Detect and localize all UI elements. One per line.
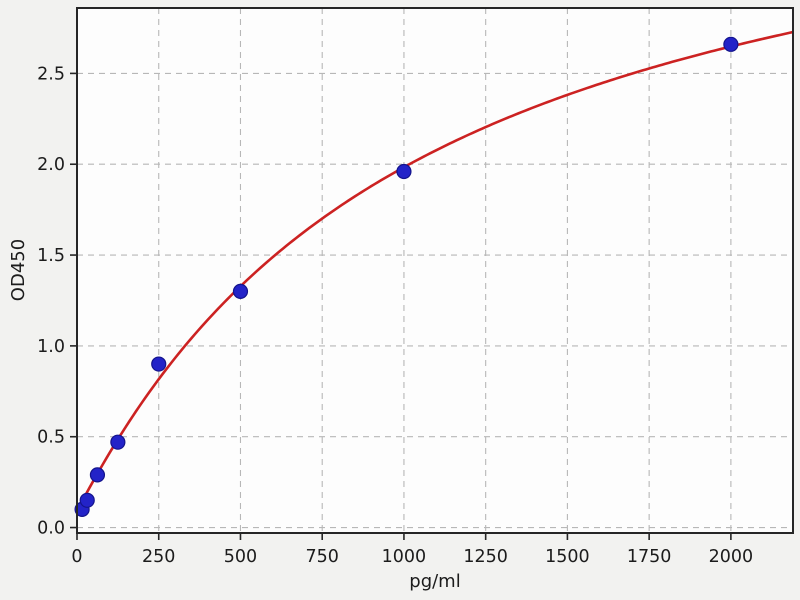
axes-background bbox=[77, 8, 793, 533]
data-point-marker bbox=[110, 434, 126, 450]
data-point-marker bbox=[79, 492, 95, 508]
x-tick-label: 250 bbox=[142, 547, 175, 567]
x-tick-label: 2000 bbox=[709, 547, 754, 567]
data-point-marker bbox=[151, 356, 167, 372]
data-point-marker bbox=[396, 163, 412, 180]
x-tick-label: 750 bbox=[306, 547, 339, 567]
data-point-marker bbox=[89, 467, 106, 483]
fit-curve-line bbox=[77, 30, 793, 511]
y-tick-label: 0.0 bbox=[37, 519, 65, 539]
x-tick-label: 1500 bbox=[545, 547, 590, 567]
x-axis-label: pg/ml bbox=[409, 571, 460, 592]
y-tick-label: 1.5 bbox=[37, 246, 65, 266]
x-tick-label: 1750 bbox=[627, 547, 672, 567]
plot-border bbox=[76, 7, 794, 534]
plot-area: 0 250 500 750 1000 1250 1500 1750 2000 0.0 0.5 1.0 1… bbox=[37, 7, 794, 567]
y-tick-label: 2.5 bbox=[37, 64, 65, 84]
y-tick-label: 1.0 bbox=[37, 337, 65, 357]
y-axis-label: OD450 bbox=[8, 239, 29, 301]
x-tick-label: 1250 bbox=[463, 547, 508, 567]
y-tick-label: 0.5 bbox=[37, 428, 65, 448]
x-tick-label: 0 bbox=[71, 547, 82, 567]
x-tick-label: 1000 bbox=[382, 547, 427, 567]
y-tick-label: 2.0 bbox=[37, 155, 65, 175]
data-point-marker bbox=[723, 36, 739, 52]
data-point-marker bbox=[232, 283, 249, 299]
x-tick-label: 500 bbox=[224, 547, 257, 567]
